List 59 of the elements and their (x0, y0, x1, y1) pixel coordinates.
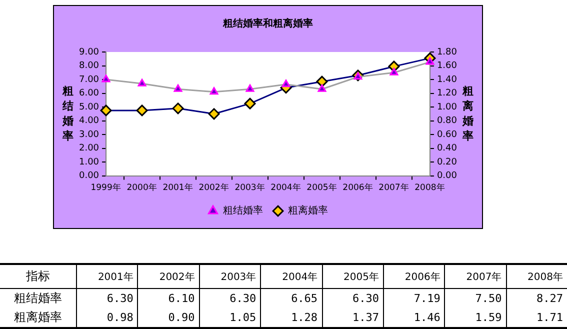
legend-label: 粗结婚率 (223, 204, 263, 217)
y-tick-label: 2.00 (78, 144, 100, 154)
x-tick-label: 2004年 (260, 264, 322, 288)
y2-tick-label: 1.80 (436, 47, 458, 58)
y-axis-title: 指标 (25, 268, 51, 285)
y-tick-label: 4.00 (78, 116, 100, 126)
data-label: 1.71 (506, 308, 567, 328)
y-tick-label: 0.00 (78, 171, 100, 182)
y-tick-label: 5.00 (78, 102, 100, 112)
data-label: 7.50 (444, 288, 506, 308)
y-tick-label: 3.00 (78, 130, 100, 140)
y-tick-label: 8.00 (78, 61, 100, 72)
x-tick-label: 2005年 (306, 182, 338, 194)
y2-tick-label: 1.20 (436, 88, 458, 99)
y-tick-label: 1.00 (78, 157, 100, 168)
y2-tick-label: 0.80 (436, 116, 458, 126)
x-tick-label: 2005年 (322, 264, 384, 288)
x-tick-label: 2003年 (199, 264, 261, 288)
x-tick-label: 2008年 (506, 264, 567, 288)
data-label: 0.90 (138, 308, 200, 328)
legend-label: 粗离婚率 (288, 204, 328, 217)
data-label: 6.30 (322, 288, 384, 308)
x-tick-label: 2007年 (378, 182, 410, 194)
data-label: 8.27 (506, 288, 567, 308)
y2-tick-label: 0.20 (436, 157, 458, 168)
x-tick-label: 2006年 (342, 182, 374, 194)
x-tick-label: 2002年 (138, 264, 200, 288)
y2-tick-label: 0.00 (436, 171, 458, 182)
x-tick-label: 2001年 (162, 182, 194, 194)
chart-title: 粗结婚率和粗离婚率 (222, 18, 313, 30)
data-label: 1.37 (322, 308, 384, 328)
data-label: 1.46 (383, 308, 445, 328)
y2-tick-label: 0.60 (436, 130, 458, 140)
data-label: 6.30 (199, 288, 261, 308)
x-tick-label: 2000年 (126, 182, 158, 194)
data-label: 1.59 (444, 308, 506, 328)
x-tick-label: 2002年 (198, 182, 230, 194)
y-tick-label: 7.00 (78, 74, 100, 85)
y2-tick-label: 1.00 (436, 102, 458, 112)
y2-tick-label: 1.40 (436, 74, 458, 85)
data-label: 0.98 (76, 308, 138, 328)
x-tick-label: 2004年 (270, 182, 302, 194)
x-tick-label: 2008年 (414, 182, 446, 194)
y-tick-label: 6.00 (78, 88, 100, 99)
data-label: 6.30 (76, 288, 138, 308)
data-label: 6.65 (260, 288, 322, 308)
x-tick-label: 2003年 (234, 182, 266, 194)
data-label: 1.05 (199, 308, 261, 328)
y-tick-label: 9.00 (78, 47, 100, 58)
x-tick-label: 1999年 (90, 182, 122, 194)
data-label: 7.19 (383, 288, 445, 308)
y2-tick-label: 0.40 (436, 144, 458, 154)
y2-tick-label: 1.60 (436, 61, 458, 72)
x-tick-label: 2007年 (444, 264, 506, 288)
x-tick-label: 2001年 (76, 264, 138, 288)
data-label: 1.28 (260, 308, 322, 328)
data-label: 6.10 (138, 288, 200, 308)
y2-axis-title: 粗离婚率 (462, 84, 474, 142)
x-tick-label: 2006年 (383, 264, 445, 288)
